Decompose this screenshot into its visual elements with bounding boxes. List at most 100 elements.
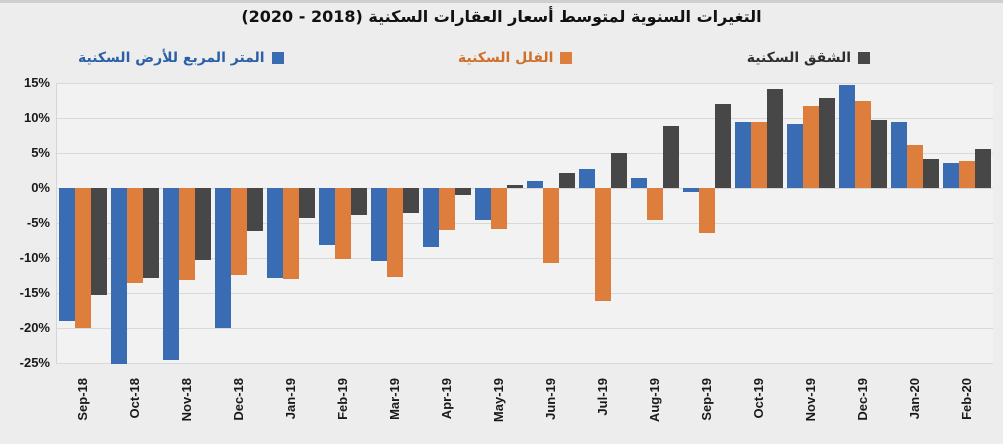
bar-Mar-19-series1 xyxy=(387,188,403,277)
legend-item-land: المتر المربع للأرض السكنية xyxy=(78,50,284,66)
bar-Oct-19-series2 xyxy=(767,88,783,188)
bar-Feb-20-series1 xyxy=(959,161,975,188)
bar-Sep-18-series1 xyxy=(75,188,91,328)
bar-Jan-20-series1 xyxy=(907,145,923,188)
bar-Oct-19-series1 xyxy=(751,121,767,188)
gridline-5% xyxy=(57,153,993,154)
legend-item-villas: الفلل السكنية xyxy=(458,50,573,66)
x-axis-label-Dec-19: Dec-19 xyxy=(855,378,870,421)
bar-Jan-19-series2 xyxy=(299,188,315,219)
bar-Dec-18-series2 xyxy=(247,188,263,231)
bar-Nov-19-series0 xyxy=(787,124,803,188)
bar-Apr-19-series0 xyxy=(423,188,439,247)
gridline-10% xyxy=(57,118,993,119)
x-axis-label-Nov-18: Nov-18 xyxy=(179,378,194,422)
bar-Dec-18-series1 xyxy=(231,188,247,275)
x-axis-label-Aug-19: Aug-19 xyxy=(647,378,662,423)
bar-Sep-18-series2 xyxy=(91,188,107,296)
bar-Jul-19-series0 xyxy=(579,169,595,188)
bar-Dec-19-series0 xyxy=(839,85,855,188)
x-axis-label-Nov-19: Nov-19 xyxy=(803,378,818,422)
bar-Mar-19-series2 xyxy=(403,188,419,214)
bar-Jun-19-series1 xyxy=(543,188,559,263)
y-axis-label-0%: 0% xyxy=(31,180,50,195)
x-axis-label-Jan-19: Jan-19 xyxy=(283,378,298,420)
bar-Nov-19-series2 xyxy=(819,98,835,188)
y-axis-label--20%: -20% xyxy=(19,320,50,335)
bar-Nov-18-series0 xyxy=(163,188,179,360)
bar-Jan-20-series0 xyxy=(891,122,907,188)
top-border xyxy=(0,0,1003,3)
bar-May-19-series2 xyxy=(507,185,523,188)
bar-Jun-19-series2 xyxy=(559,173,575,188)
x-axis-label-Jul-19: Jul-19 xyxy=(595,378,610,416)
y-axis-label--15%: -15% xyxy=(19,285,50,300)
bar-Apr-19-series2 xyxy=(455,188,471,195)
bar-May-19-series0 xyxy=(475,188,491,221)
x-axis-label-Jun-19: Jun-19 xyxy=(543,378,558,420)
bar-Dec-19-series1 xyxy=(855,101,871,188)
bar-Sep-19-series2 xyxy=(715,104,731,188)
y-axis-label-15%: 15% xyxy=(23,75,50,90)
legend-swatch-villas-icon xyxy=(560,52,573,64)
bar-Nov-19-series1 xyxy=(803,106,819,188)
x-axis-label-Feb-19: Feb-19 xyxy=(335,378,350,420)
bar-Sep-18-series0 xyxy=(59,188,75,321)
bar-Sep-19-series1 xyxy=(699,188,715,233)
legend-swatch-land-icon xyxy=(271,52,284,64)
gridline-15% xyxy=(57,83,993,84)
bar-Oct-18-series2 xyxy=(143,188,159,279)
bar-Feb-20-series0 xyxy=(943,162,959,188)
bar-Dec-18-series0 xyxy=(215,188,231,328)
gridline--25% xyxy=(57,363,993,364)
gridline--10% xyxy=(57,258,993,259)
bar-Feb-19-series0 xyxy=(319,188,335,245)
bar-Nov-18-series1 xyxy=(179,188,195,280)
bar-Feb-20-series2 xyxy=(975,148,991,188)
bar-Aug-19-series2 xyxy=(663,126,679,188)
x-axis-label-Sep-19: Sep-19 xyxy=(699,378,714,421)
x-axis-label-Mar-19: Mar-19 xyxy=(387,378,402,420)
bar-Oct-18-series0 xyxy=(111,188,127,365)
gridline-0% xyxy=(57,188,993,189)
gridline--5% xyxy=(57,223,993,224)
y-axis-label--25%: -25% xyxy=(19,355,50,370)
legend-item-apartments: الشقق السكنية xyxy=(747,50,870,66)
bar-Mar-19-series0 xyxy=(371,188,387,261)
bar-May-19-series1 xyxy=(491,188,507,229)
bar-Jul-19-series1 xyxy=(595,188,611,302)
chart-title: التغيرات السنوية لمتوسط أسعار العقارات ا… xyxy=(241,7,762,26)
x-axis-label-Dec-18: Dec-18 xyxy=(231,378,246,421)
bar-Jul-19-series2 xyxy=(611,153,627,188)
legend-label-apartments: الشقق السكنية xyxy=(746,50,851,66)
bar-Nov-18-series2 xyxy=(195,188,211,261)
x-axis-label-Oct-18: Oct-18 xyxy=(127,378,142,419)
gridline--20% xyxy=(57,328,993,329)
bar-Apr-19-series1 xyxy=(439,188,455,230)
legend: المتر المربع للأرض السكنية الفلل السكنية… xyxy=(78,50,870,66)
bar-Aug-19-series0 xyxy=(631,178,647,188)
bar-Jan-19-series0 xyxy=(267,188,283,279)
bar-Feb-19-series2 xyxy=(351,188,367,216)
y-axis-label-10%: 10% xyxy=(23,110,50,125)
x-axis-label-Sep-18: Sep-18 xyxy=(75,378,90,421)
y-axis-label--5%: -5% xyxy=(26,215,50,230)
gridline--15% xyxy=(57,293,993,294)
x-axis-label-Apr-19: Apr-19 xyxy=(439,378,454,420)
legend-label-land: المتر المربع للأرض السكنية xyxy=(78,50,265,66)
bar-Jan-20-series2 xyxy=(923,158,939,188)
y-axis-line xyxy=(56,83,57,364)
bar-Jan-19-series1 xyxy=(283,188,299,279)
bar-Jun-19-series0 xyxy=(527,181,543,188)
bar-Sep-19-series0 xyxy=(683,188,699,193)
x-axis-label-Oct-19: Oct-19 xyxy=(751,378,766,419)
y-axis-label--10%: -10% xyxy=(19,250,50,265)
bar-Aug-19-series1 xyxy=(647,188,663,221)
legend-label-villas: الفلل السكنية xyxy=(457,50,554,66)
x-axis-label-May-19: May-19 xyxy=(491,378,506,423)
bar-Feb-19-series1 xyxy=(335,188,351,259)
bar-Dec-19-series2 xyxy=(871,120,887,188)
x-axis-label-Feb-20: Feb-20 xyxy=(959,378,974,420)
bar-Oct-19-series0 xyxy=(735,122,751,188)
